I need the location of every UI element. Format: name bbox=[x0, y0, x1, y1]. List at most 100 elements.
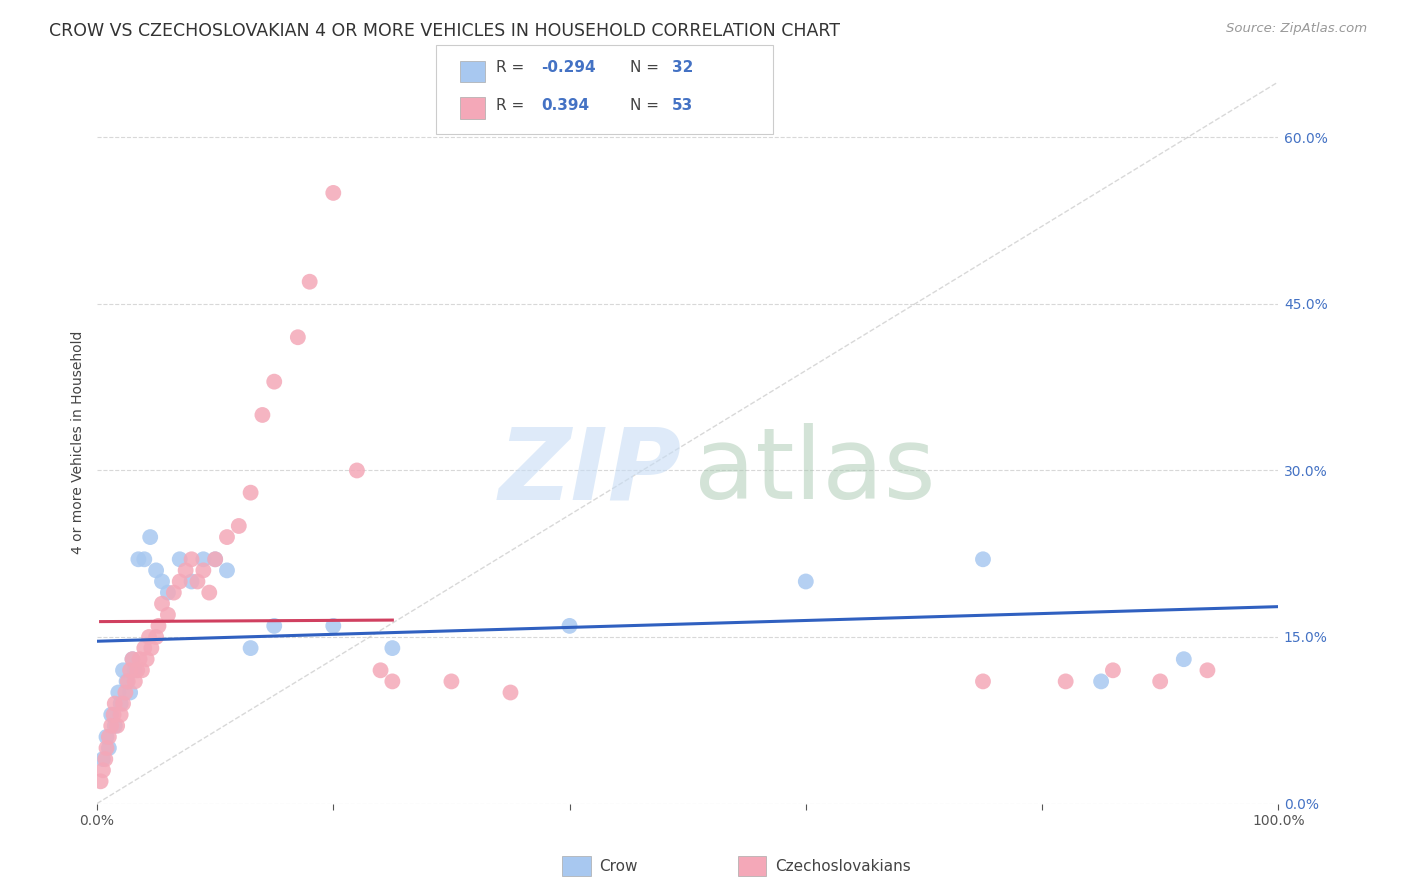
Point bbox=[180, 552, 202, 566]
Text: 0.394: 0.394 bbox=[541, 98, 589, 112]
Point bbox=[972, 552, 994, 566]
Point bbox=[150, 597, 173, 611]
Point bbox=[198, 585, 221, 599]
Point bbox=[346, 463, 368, 477]
Point bbox=[145, 563, 167, 577]
Point bbox=[127, 552, 149, 566]
Point bbox=[204, 552, 226, 566]
Point bbox=[110, 707, 132, 722]
Point bbox=[96, 741, 118, 756]
Point bbox=[558, 619, 581, 633]
Point bbox=[169, 552, 191, 566]
Text: 53: 53 bbox=[672, 98, 693, 112]
Point bbox=[104, 719, 127, 733]
Point bbox=[440, 674, 463, 689]
Point bbox=[156, 585, 179, 599]
Point bbox=[124, 663, 146, 677]
Point bbox=[134, 641, 156, 656]
Point bbox=[94, 752, 117, 766]
Point bbox=[103, 707, 125, 722]
Point bbox=[131, 663, 153, 677]
Text: Crow: Crow bbox=[599, 859, 637, 873]
Point bbox=[141, 641, 163, 656]
Point bbox=[117, 674, 139, 689]
Point bbox=[298, 275, 321, 289]
Point bbox=[794, 574, 817, 589]
Point bbox=[134, 552, 156, 566]
Point bbox=[91, 752, 114, 766]
Point bbox=[239, 485, 262, 500]
Point bbox=[120, 663, 142, 677]
Point bbox=[228, 519, 250, 533]
Point bbox=[239, 641, 262, 656]
Point bbox=[90, 774, 112, 789]
Text: Czechoslovakians: Czechoslovakians bbox=[775, 859, 911, 873]
Point bbox=[110, 697, 132, 711]
Point bbox=[499, 685, 522, 699]
Point bbox=[112, 697, 135, 711]
Point bbox=[97, 741, 120, 756]
Point bbox=[124, 674, 146, 689]
Point bbox=[186, 574, 208, 589]
Point bbox=[105, 719, 128, 733]
Point bbox=[91, 763, 114, 777]
Point bbox=[97, 730, 120, 744]
Point bbox=[263, 375, 285, 389]
Point bbox=[120, 685, 142, 699]
Point bbox=[96, 730, 118, 744]
Text: ZIP: ZIP bbox=[499, 423, 682, 520]
Point bbox=[972, 674, 994, 689]
Text: CROW VS CZECHOSLOVAKIAN 4 OR MORE VEHICLES IN HOUSEHOLD CORRELATION CHART: CROW VS CZECHOSLOVAKIAN 4 OR MORE VEHICL… bbox=[49, 22, 841, 40]
Point bbox=[114, 685, 136, 699]
Point bbox=[215, 563, 238, 577]
Point bbox=[127, 663, 149, 677]
Point bbox=[180, 574, 202, 589]
Point bbox=[1149, 674, 1171, 689]
Text: -0.294: -0.294 bbox=[541, 61, 596, 75]
Point bbox=[104, 697, 127, 711]
Point bbox=[112, 663, 135, 677]
Point bbox=[1102, 663, 1125, 677]
Point bbox=[128, 652, 150, 666]
Point bbox=[100, 707, 122, 722]
Point bbox=[322, 186, 344, 200]
Text: R =: R = bbox=[496, 98, 534, 112]
Point bbox=[139, 530, 162, 544]
Point bbox=[263, 619, 285, 633]
Point bbox=[174, 563, 197, 577]
Point bbox=[115, 674, 138, 689]
Point bbox=[148, 619, 170, 633]
Text: N =: N = bbox=[630, 98, 664, 112]
Point bbox=[145, 630, 167, 644]
Point bbox=[1197, 663, 1219, 677]
Point bbox=[1054, 674, 1077, 689]
Text: Source: ZipAtlas.com: Source: ZipAtlas.com bbox=[1226, 22, 1367, 36]
Y-axis label: 4 or more Vehicles in Household: 4 or more Vehicles in Household bbox=[72, 331, 86, 555]
Point bbox=[215, 530, 238, 544]
Point bbox=[100, 719, 122, 733]
Point bbox=[138, 630, 160, 644]
Point bbox=[204, 552, 226, 566]
Point bbox=[107, 685, 129, 699]
Point bbox=[163, 585, 186, 599]
Point bbox=[381, 674, 404, 689]
Point bbox=[150, 574, 173, 589]
Point bbox=[156, 607, 179, 622]
Point bbox=[252, 408, 274, 422]
Point bbox=[121, 652, 143, 666]
Point bbox=[322, 619, 344, 633]
Point bbox=[193, 563, 215, 577]
Text: atlas: atlas bbox=[693, 423, 935, 520]
Point bbox=[121, 652, 143, 666]
Point bbox=[1090, 674, 1112, 689]
Text: N =: N = bbox=[630, 61, 664, 75]
Point bbox=[381, 641, 404, 656]
Text: 32: 32 bbox=[672, 61, 693, 75]
Point bbox=[193, 552, 215, 566]
Point bbox=[370, 663, 392, 677]
Point bbox=[169, 574, 191, 589]
Point bbox=[1173, 652, 1195, 666]
Point bbox=[287, 330, 309, 344]
Point bbox=[135, 652, 157, 666]
Text: R =: R = bbox=[496, 61, 530, 75]
